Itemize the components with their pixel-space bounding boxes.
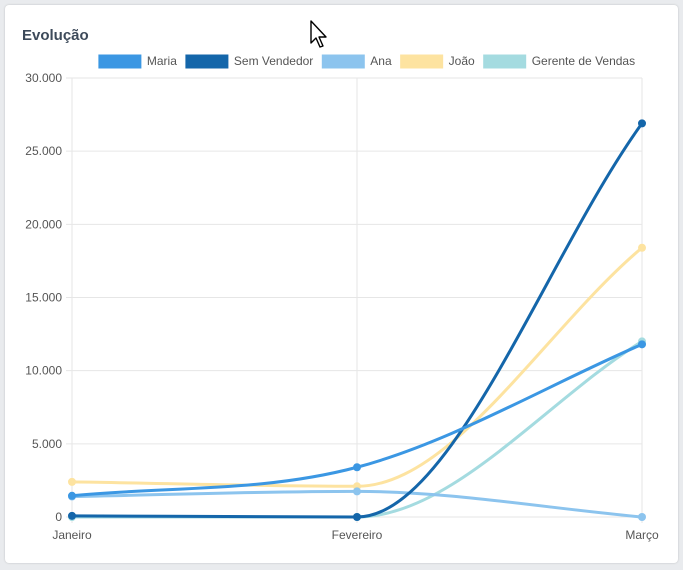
data-point (353, 487, 361, 496)
legend-swatch (400, 54, 444, 69)
legend-swatch (185, 54, 229, 69)
y-tick-label: 5.000 (32, 437, 62, 451)
legend-label: Sem Vendedor (234, 54, 313, 68)
legend-swatch (321, 54, 365, 69)
data-point (353, 513, 361, 521)
series-line (70, 246, 644, 488)
legend-label: Maria (147, 54, 177, 68)
x-tick-label: Março (625, 528, 659, 542)
legend-label: Ana (370, 54, 392, 68)
data-point (353, 463, 361, 472)
data-point (638, 243, 646, 252)
legend-swatch (98, 54, 142, 69)
x-tick-label: Fevereiro (332, 528, 383, 542)
legend-swatch (483, 54, 527, 69)
data-point (638, 340, 646, 349)
mouse-pointer-icon (310, 20, 327, 48)
y-tick-label: 0 (55, 510, 62, 524)
data-point (638, 119, 646, 128)
series-line (70, 121, 644, 519)
data-point (68, 511, 76, 520)
y-tick-label: 30.000 (25, 71, 62, 85)
x-tick-label: Janeiro (52, 528, 92, 542)
y-tick-label: 10.000 (25, 364, 62, 378)
y-tick-label: 20.000 (25, 217, 62, 231)
legend-label: Gerente de Vendas (532, 54, 635, 68)
y-tick-label: 25.000 (25, 144, 62, 158)
data-point (68, 491, 76, 500)
legend-label: João (449, 54, 475, 68)
data-point (68, 477, 76, 486)
y-tick-label: 15.000 (25, 291, 62, 305)
data-point (638, 513, 646, 521)
card-title: Evolução (22, 27, 89, 44)
